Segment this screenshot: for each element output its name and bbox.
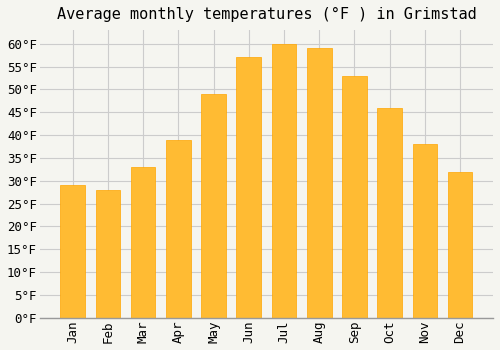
Bar bbox=[60, 186, 85, 318]
Bar bbox=[342, 76, 367, 318]
Bar bbox=[307, 48, 332, 318]
Bar bbox=[412, 144, 437, 318]
Bar bbox=[448, 172, 472, 318]
Bar bbox=[272, 44, 296, 318]
Bar bbox=[166, 140, 190, 318]
Bar bbox=[96, 190, 120, 318]
Title: Average monthly temperatures (°F ) in Grimstad: Average monthly temperatures (°F ) in Gr… bbox=[56, 7, 476, 22]
Bar bbox=[201, 94, 226, 318]
Bar bbox=[236, 57, 261, 318]
Bar bbox=[378, 108, 402, 318]
Bar bbox=[131, 167, 156, 318]
